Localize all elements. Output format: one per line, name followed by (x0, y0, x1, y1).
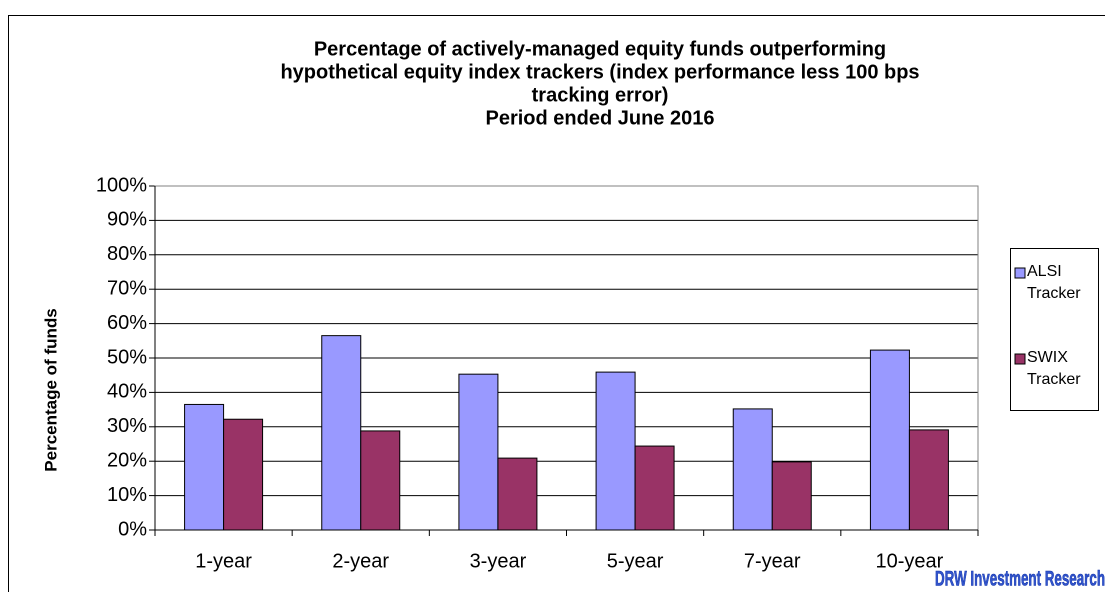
x-tick-label: 7-year (744, 550, 801, 572)
bar (732, 408, 773, 531)
bar (908, 429, 949, 531)
x-tick-label: 3-year (470, 550, 527, 572)
y-tick-label: 80% (107, 243, 147, 265)
chart-title: tracking error) (532, 84, 669, 106)
y-tick-label: 40% (107, 381, 147, 403)
legend-label: ALSI Tracker (1027, 263, 1081, 302)
chart-title: Percentage of actively-managed equity fu… (314, 38, 886, 60)
y-tick-label: 0% (118, 518, 147, 540)
bar (321, 335, 362, 531)
bar (869, 349, 910, 531)
bar (360, 430, 401, 531)
legend-label: SWIX Tracker (1027, 349, 1081, 388)
legend-swatch (1014, 267, 1026, 279)
chart-title: hypothetical equity index trackers (inde… (280, 61, 919, 83)
legend-swatch (1014, 353, 1026, 365)
bar (184, 403, 225, 531)
x-tick-label: 1-year (195, 550, 252, 572)
y-tick-label: 90% (107, 209, 147, 231)
bar (595, 371, 636, 531)
y-tick-label: 100% (96, 174, 147, 196)
y-tick-label: 20% (107, 449, 147, 471)
y-tick-label: 70% (107, 277, 147, 299)
y-tick-label: 50% (107, 346, 147, 368)
chart-border (8, 15, 1105, 592)
bar (458, 373, 499, 531)
bar (771, 461, 812, 531)
chart-subtitle: Period ended June 2016 (486, 107, 715, 129)
y-tick-label: 10% (107, 484, 147, 506)
y-tick-label: 60% (107, 312, 147, 334)
bar (223, 418, 264, 531)
y-tick-label: 30% (107, 415, 147, 437)
y-axis-label: Percentage of funds (41, 308, 60, 471)
x-tick-label: 10-year (876, 550, 944, 572)
bar (634, 445, 675, 531)
bar (497, 457, 538, 531)
watermark: DRW Investment Research (935, 568, 1105, 591)
x-tick-label: 5-year (607, 550, 664, 572)
x-tick-label: 2-year (332, 550, 389, 572)
